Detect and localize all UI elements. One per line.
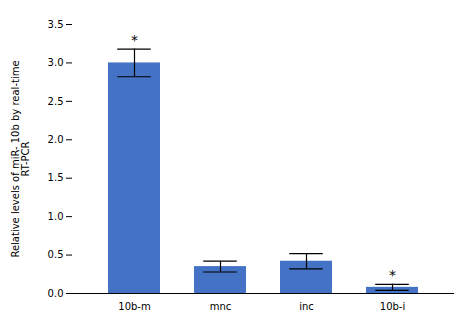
svg-text:3.0: 3.0 (48, 57, 64, 68)
svg-text:*: * (389, 267, 396, 283)
svg-text:10b-i: 10b-i (380, 301, 405, 312)
svg-text:10b-m: 10b-m (118, 301, 150, 312)
svg-text:mnc: mnc (210, 301, 232, 312)
svg-text:1.0: 1.0 (48, 211, 64, 222)
svg-text:0.5: 0.5 (48, 249, 64, 260)
svg-text:2.5: 2.5 (48, 96, 64, 107)
svg-text:*: * (131, 32, 138, 48)
svg-text:1.5: 1.5 (48, 172, 64, 183)
svg-text:3.5: 3.5 (48, 19, 64, 30)
svg-text:Relative levels of miR- 10b by: Relative levels of miR- 10b by real-time… (10, 60, 31, 257)
svg-text:inc: inc (299, 301, 314, 312)
svg-text:2.0: 2.0 (48, 134, 64, 145)
svg-text:0.0: 0.0 (48, 288, 64, 299)
